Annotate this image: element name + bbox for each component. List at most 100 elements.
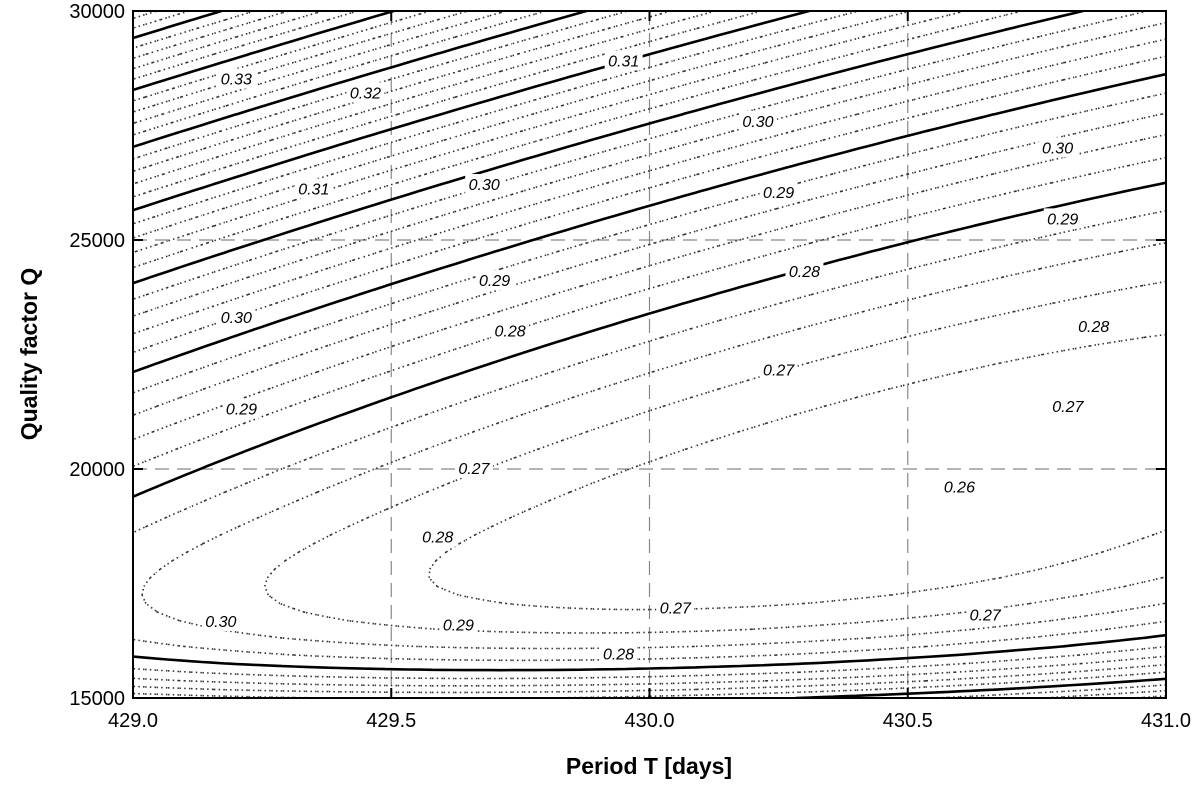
contour-label-text: 0.32 bbox=[350, 85, 381, 102]
contour-label-bg bbox=[491, 320, 530, 341]
contour-label: 0.28 bbox=[1074, 316, 1113, 337]
y-axis-title: Quality factor Q bbox=[16, 268, 42, 441]
contour-label-bg bbox=[759, 359, 798, 380]
contour-line-minor bbox=[133, 11, 469, 113]
contour-label-bg bbox=[1074, 316, 1113, 337]
contour-line-minor bbox=[133, 11, 966, 254]
contour-label-bg bbox=[1043, 208, 1082, 229]
contour-line-minor bbox=[133, 112, 1166, 694]
contour-line-minor bbox=[133, 11, 547, 136]
x-tick-label: 430.0 bbox=[624, 710, 674, 732]
contour-line-major bbox=[133, 11, 223, 40]
contour-label-text: 0.29 bbox=[763, 185, 794, 202]
contour-label: 0.27 bbox=[656, 597, 695, 618]
contour-label: 0.27 bbox=[1048, 396, 1087, 417]
contour-label-text: 0.30 bbox=[742, 114, 773, 131]
grid-lines bbox=[133, 11, 1166, 698]
contour-label: 0.28 bbox=[491, 320, 530, 341]
contour-label-bg bbox=[475, 270, 514, 291]
x-tick-label: 430.5 bbox=[883, 710, 933, 732]
contour-label-bg bbox=[759, 181, 798, 202]
contour-label: 0.27 bbox=[454, 458, 493, 478]
contour-line-minor bbox=[133, 11, 672, 173]
contour-label-text: 0.27 bbox=[660, 601, 692, 618]
contour-label-bg bbox=[940, 476, 979, 497]
contour-label: 0.28 bbox=[599, 643, 638, 664]
contour-label-text: 0.30 bbox=[205, 614, 236, 631]
axis-ticks: 429.0 429.5 430.0 430.5 431.0 15000 20000 25000… bbox=[69, 1, 1191, 732]
contour-label-text: 0.28 bbox=[789, 264, 820, 281]
contour-line-minor bbox=[133, 11, 255, 49]
contour-label: 0.29 bbox=[1043, 208, 1082, 229]
contour-label-text: 0.27 bbox=[458, 461, 490, 478]
contour-line-minor bbox=[133, 209, 1166, 662]
contour-label-text: 0.29 bbox=[479, 273, 510, 290]
contour-label: 0.29 bbox=[475, 270, 514, 291]
contour-label: 0.33 bbox=[217, 68, 256, 89]
contour-label-bg bbox=[785, 261, 824, 282]
contour-line-minor bbox=[141, 241, 1166, 650]
contour-line-minor bbox=[133, 11, 158, 20]
contour-label-bg bbox=[439, 614, 478, 635]
contour-label-bg bbox=[201, 610, 240, 631]
contour-label-bg bbox=[454, 458, 493, 478]
contour-line-minor bbox=[428, 333, 1166, 611]
contour-label: 0.30 bbox=[738, 110, 777, 131]
contour-label: 0.29 bbox=[439, 614, 478, 635]
contour-label-text: 0.26 bbox=[944, 479, 975, 496]
contour-line-minor bbox=[133, 133, 1166, 687]
contour-label-bg bbox=[222, 398, 261, 419]
contour-label-text: 0.28 bbox=[422, 530, 453, 547]
contour-line-minor bbox=[133, 156, 1166, 680]
contour-label: 0.30 bbox=[1038, 137, 1077, 158]
contour-line-minor bbox=[133, 11, 1023, 269]
contour-label: 0.29 bbox=[759, 181, 798, 202]
contour-label-text: 0.30 bbox=[469, 177, 500, 194]
contour-label: 0.27 bbox=[759, 359, 798, 380]
contour-line-minor bbox=[133, 11, 859, 225]
contour-line-minor bbox=[133, 11, 431, 102]
contour-label-bg bbox=[1038, 137, 1077, 158]
contour-label: 0.29 bbox=[222, 398, 261, 419]
contour-label-bg bbox=[656, 597, 695, 618]
contour-label: 0.31 bbox=[604, 50, 643, 71]
contour-label-text: 0.29 bbox=[226, 401, 257, 418]
contour-label-bg bbox=[738, 110, 777, 131]
contour-label-text: 0.27 bbox=[1052, 399, 1084, 416]
contour-line-minor bbox=[133, 11, 1148, 301]
x-tick-label: 429.0 bbox=[108, 710, 158, 732]
contour-line-major bbox=[133, 11, 395, 92]
contour-labels: 0.33 0.32 0.31 0.31 0.30 0.30 0.30 0.30 0.30 0.29… bbox=[201, 50, 1113, 664]
y-tick-label: 20000 bbox=[69, 459, 125, 481]
contour-line-minor bbox=[133, 11, 359, 80]
contour-label-bg bbox=[217, 306, 256, 327]
contour-label: 0.26 bbox=[940, 476, 979, 497]
contour-label-text: 0.30 bbox=[1042, 140, 1073, 157]
contour-label-bg bbox=[465, 174, 504, 195]
contour-label-text: 0.29 bbox=[1047, 211, 1078, 228]
contour-line-major bbox=[133, 181, 1166, 672]
contour-label-text: 0.28 bbox=[603, 646, 634, 663]
contour-line-minor bbox=[133, 11, 762, 198]
contour-label-text: 0.31 bbox=[608, 53, 639, 70]
contour-line-major bbox=[133, 11, 588, 149]
contour-line-major bbox=[133, 11, 1085, 285]
contour-label: 0.31 bbox=[294, 178, 333, 199]
contour-label: 0.30 bbox=[201, 610, 240, 631]
contour-label: 0.30 bbox=[217, 306, 256, 327]
contour-label: 0.30 bbox=[465, 174, 504, 195]
contour-line-minor bbox=[133, 11, 507, 125]
contour-label-text: 0.31 bbox=[298, 182, 329, 199]
contour-label-bg bbox=[217, 68, 256, 89]
contour-label-bg bbox=[604, 50, 643, 71]
x-tick-label: 429.5 bbox=[366, 710, 416, 732]
x-axis-title: Period T [days] bbox=[566, 753, 732, 779]
y-tick-label: 30000 bbox=[69, 1, 125, 23]
contour-label-text: 0.28 bbox=[494, 324, 525, 341]
contour-line-minor bbox=[263, 280, 1166, 634]
contour-label-bg bbox=[599, 643, 638, 664]
contour-line-minor bbox=[133, 11, 716, 185]
y-tick-label: 15000 bbox=[69, 688, 125, 710]
contour-line-minor bbox=[133, 11, 190, 29]
